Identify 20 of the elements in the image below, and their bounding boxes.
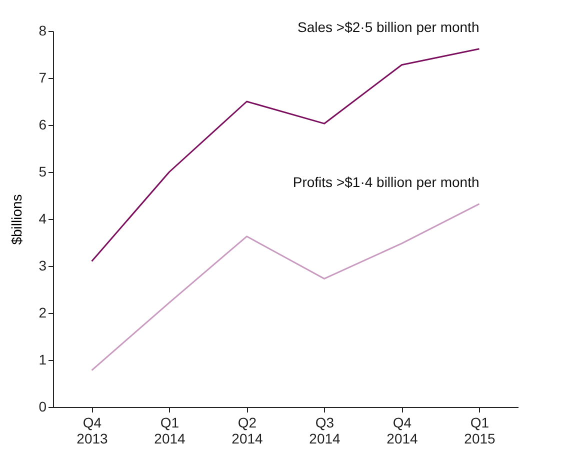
- y-tick-label: 4: [38, 210, 47, 226]
- y-tick-label: 0: [38, 398, 47, 414]
- y-axis-title: $billions: [8, 194, 25, 245]
- y-tick-label: 8: [38, 22, 47, 38]
- x-tick-label: Q2 2014: [232, 414, 264, 446]
- x-tick-label: Q3 2014: [309, 414, 341, 446]
- x-tick-label: Q4 2013: [76, 414, 108, 446]
- y-tick-label: 2: [38, 304, 47, 320]
- y-tick-label: 6: [38, 116, 47, 132]
- series-label: Profits >$1·4 billion per month: [292, 174, 480, 190]
- line-series: [91, 203, 480, 372]
- series-label: Sales >$2·5 billion per month: [298, 18, 480, 35]
- y-tick-label: 3: [38, 258, 47, 274]
- x-tick-label: Q1 2015: [464, 414, 496, 446]
- y-tick-label: 7: [38, 70, 47, 86]
- x-tick-label: Q4 2014: [386, 414, 418, 446]
- y-tick-label: 5: [38, 164, 47, 180]
- x-tick-label: Q1 2014: [154, 414, 186, 446]
- line-series: [91, 48, 480, 262]
- y-tick-label: 1: [38, 352, 47, 368]
